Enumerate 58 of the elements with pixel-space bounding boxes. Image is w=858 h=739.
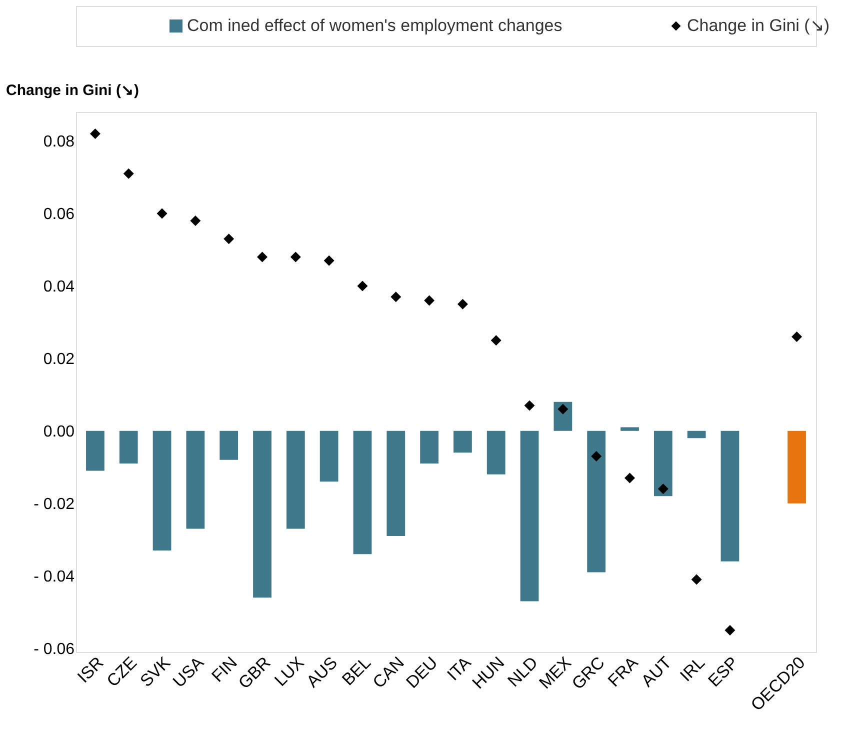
bar (320, 430, 338, 482)
x-tick-label: IRL (676, 653, 709, 686)
bar (654, 430, 672, 496)
bar (687, 430, 706, 438)
x-tick-label: BEL (338, 653, 374, 690)
bar (620, 427, 639, 431)
y-tick-label: 0.02 (43, 350, 75, 368)
bar (788, 430, 806, 504)
x-tick-label: FRA (604, 652, 642, 691)
bar (119, 430, 138, 464)
y-tick-label: - 0.04 (34, 568, 75, 586)
bar (186, 430, 205, 529)
bar (454, 430, 472, 453)
point (357, 280, 368, 292)
point (290, 252, 301, 262)
y-tick-label: - 0.02 (34, 496, 75, 513)
point (490, 335, 502, 346)
y-axis-title: Change in Gini (↘) (6, 82, 139, 99)
point (724, 625, 736, 636)
point (524, 400, 535, 411)
point (156, 208, 168, 219)
bar (486, 430, 506, 474)
point (624, 472, 635, 484)
point (691, 574, 702, 585)
point (558, 404, 568, 414)
legend-label: Com ined effect of women's employment changes (187, 16, 562, 35)
point (190, 215, 201, 226)
point (591, 451, 602, 462)
x-tick-label: ISR (74, 653, 108, 687)
bar (520, 430, 539, 602)
bar (554, 402, 572, 431)
x-tick-label: FIN (208, 653, 241, 686)
bar (720, 430, 740, 562)
point (792, 331, 802, 342)
bar (220, 430, 238, 460)
y-tick-label: 0.00 (43, 423, 75, 440)
bar (152, 430, 172, 551)
y-tick-label: - 0.06 (34, 640, 75, 658)
point (457, 298, 468, 310)
y-tick-label: 0.06 (43, 206, 75, 223)
bar (286, 430, 305, 529)
point (390, 292, 402, 302)
bar (386, 430, 406, 536)
point (424, 295, 435, 306)
bar (587, 430, 606, 572)
point (123, 168, 134, 179)
y-tick-label: 0.08 (43, 133, 75, 150)
bar (253, 430, 272, 598)
legend-label: Change in Gini (↘) (687, 16, 830, 35)
point (658, 484, 668, 494)
point (324, 255, 334, 266)
point (257, 252, 268, 262)
y-tick-label: 0.04 (43, 278, 75, 296)
bar (86, 430, 104, 471)
point (90, 128, 100, 139)
bar (420, 430, 438, 464)
bar (353, 430, 372, 554)
point (224, 234, 234, 244)
